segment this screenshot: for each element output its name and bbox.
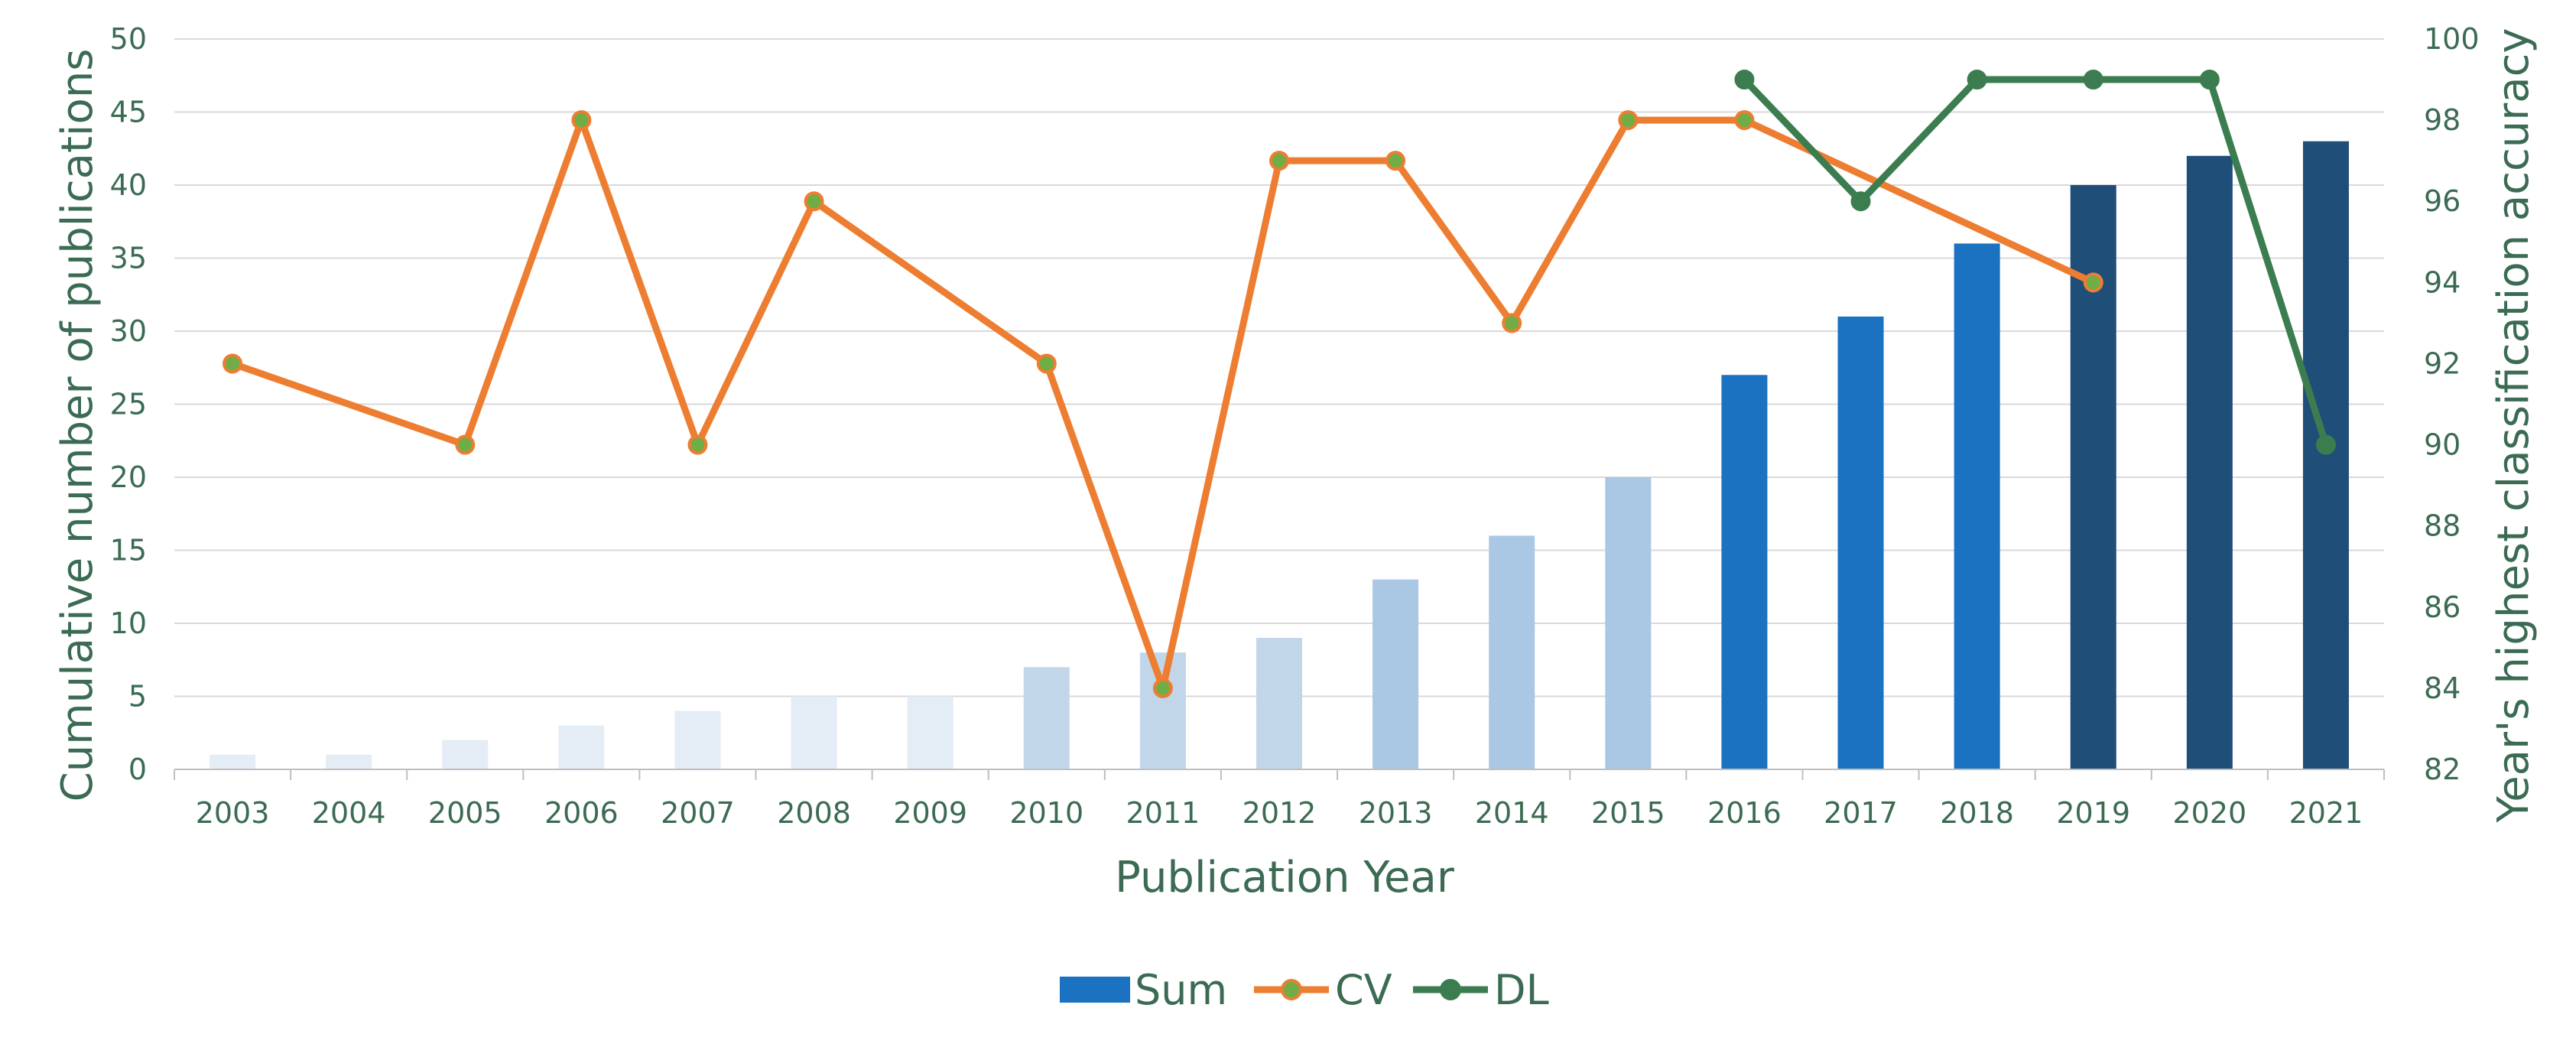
bar-2013 [1372,579,1419,769]
marker-DL-2020 [2199,70,2220,90]
bar-2005 [442,740,489,769]
marker-CV-2010 [1036,353,1057,374]
marker-CV-2013 [1385,151,1406,171]
bar-2018 [1954,243,2000,769]
x-tick-label: 2015 [1591,796,1665,830]
bar-2009 [907,696,953,769]
y2-tick-label: 86 [2424,590,2461,624]
y2-tick-label: 84 [2424,671,2461,705]
y-tick-label: 35 [110,242,147,275]
marker-DL-2021 [2315,434,2336,455]
y2-tick-label: 90 [2424,428,2461,462]
x-tick-label: 2004 [312,796,386,830]
x-tick-label: 2005 [428,796,502,830]
marker-CV-2003 [223,353,243,374]
x-tick-label: 2013 [1359,796,1433,830]
y2-tick-label: 82 [2424,753,2461,786]
x-tick-label: 2017 [1824,796,1898,830]
x-tick-label: 2018 [1940,796,2014,830]
marker-CV-2008 [804,191,824,212]
x-tick-label: 2011 [1126,796,1200,830]
bar-2011 [1139,652,1186,769]
y-tick-label: 10 [110,606,147,640]
bar-2004 [326,754,372,769]
x-tick-label: 2003 [196,796,270,830]
legend-dl-label: DL [1494,966,1549,1014]
marker-CV-2012 [1269,151,1289,171]
right-axis-ticks: 82 84 86 88 90 92 94 96 98 100 [2424,22,2480,786]
marker-DL-2019 [2083,70,2103,90]
y-tick-label: 5 [128,680,147,714]
y-tick-label: 20 [110,460,147,494]
line-DL [1742,76,2330,446]
x-tick-label: 2008 [777,796,851,830]
bar-series-sum [210,141,2349,770]
legend-cv-label: CV [1335,966,1392,1014]
bar-2010 [1023,667,1070,769]
marker-CV-2011 [1152,678,1173,698]
marker-DL-2016 [1734,70,1755,90]
bar-2008 [791,696,837,769]
marker-CV-2006 [571,110,592,131]
legend-sum-swatch [1060,977,1130,1003]
bar-2017 [1837,316,1884,769]
x-tick-label: 2010 [1009,796,1083,830]
y-tick-label: 40 [110,168,147,202]
marker-CV-2005 [455,434,476,455]
y-tick-label: 25 [110,388,147,421]
bar-2015 [1605,477,1652,769]
marker-DL-2018 [1967,70,1987,90]
gridlines [174,38,2384,697]
x-tick-label: 2009 [893,796,967,830]
marker-CV-2014 [1502,313,1522,333]
y-tick-label: 30 [110,314,147,348]
x-tick-label: 2016 [1707,796,1782,830]
marker-CV-2007 [687,434,708,455]
bar-2012 [1256,638,1302,769]
y2-tick-label: 98 [2424,103,2461,137]
y-tick-label: 50 [110,22,147,56]
bar-2016 [1721,375,1768,769]
line-series [223,70,2336,698]
legend-dl-marker [1440,979,1461,1000]
x-axis-title: Publication Year [1115,853,1455,902]
y2-tick-label: 94 [2424,265,2461,299]
left-axis-ticks: 0 5 10 15 20 25 30 35 40 45 50 [110,22,147,786]
x-tick-label: 2014 [1475,796,1549,830]
y-tick-label: 15 [110,534,147,567]
marker-CV-2015 [1618,110,1639,131]
bar-2020 [2186,155,2233,770]
y2-tick-label: 100 [2424,22,2480,56]
y2-tick-label: 92 [2424,346,2461,380]
legend-cv-marker [1281,979,1302,1000]
marker-CV-2019 [2083,272,2103,293]
bar-2003 [210,754,256,769]
legend: Sum CV DL [1060,966,1549,1014]
bar-2006 [558,725,605,769]
bar-2021 [2302,141,2349,769]
x-tick-label: 2020 [2172,796,2246,830]
x-tick-label: 2006 [544,796,619,830]
legend-sum-label: Sum [1135,966,1227,1014]
y-tick-label: 45 [110,96,147,129]
x-tick-label: 2007 [661,796,735,830]
bar-2014 [1489,535,1535,769]
x-tick-label: 2021 [2289,796,2363,830]
y-tick-label: 0 [128,753,147,786]
x-tick-label: 2019 [2056,796,2130,830]
y2-tick-label: 88 [2424,509,2461,543]
marker-CV-2016 [1734,110,1755,131]
y2-tick-label: 96 [2424,184,2461,218]
y2-axis-title: Year's highest classification accuracy [2489,28,2539,823]
x-axis-ticks: 2003 2004 2005 2006 2007 2008 2009 2010 2011 2012… [174,769,2385,830]
x-tick-label: 2012 [1243,796,1317,830]
y-axis-title: Cumulative number of publications [53,49,102,802]
bar-2007 [674,710,721,769]
marker-DL-2017 [1850,191,1871,212]
